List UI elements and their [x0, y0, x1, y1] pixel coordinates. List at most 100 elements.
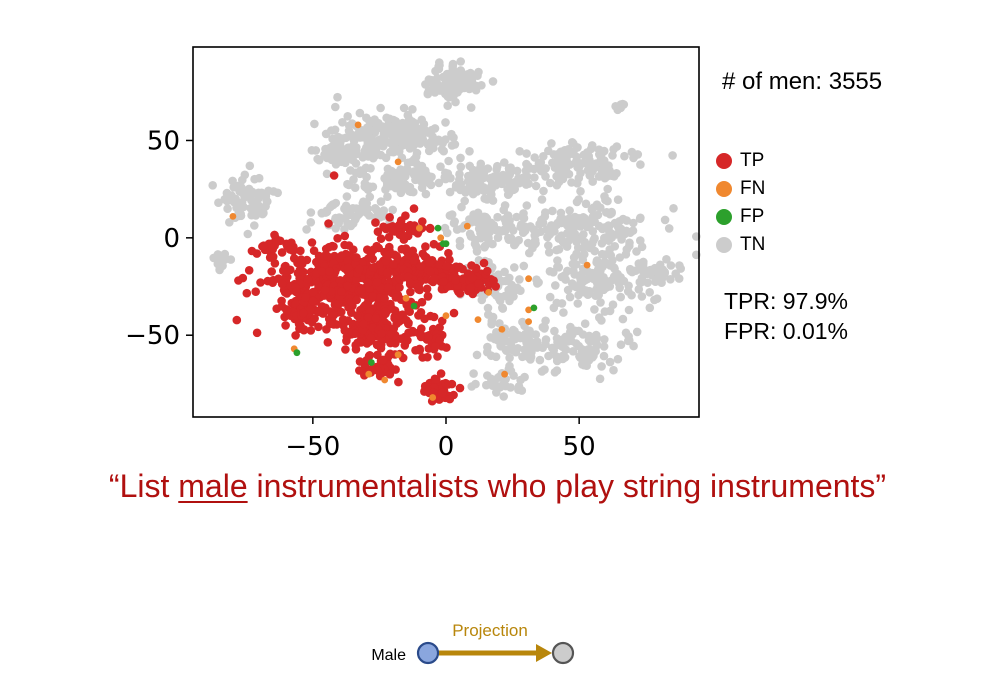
point-tn [511, 177, 520, 187]
point-tn [486, 374, 496, 384]
point-tp [351, 345, 361, 354]
ticks-layer: −50 0 50 50 0 −50 [125, 126, 596, 462]
point-tn [548, 206, 557, 216]
point-tn [616, 292, 625, 302]
point-tn [505, 296, 514, 306]
point-tn [391, 117, 401, 126]
point-tp [342, 336, 351, 346]
point-tn [337, 145, 346, 154]
point-tn [639, 257, 648, 267]
point-tp [491, 282, 501, 291]
point-tp [371, 218, 380, 227]
point-tn [601, 195, 610, 205]
point-tn [208, 181, 217, 190]
point-tn [636, 213, 645, 223]
point-tp [436, 369, 446, 378]
y-tick-label: −50 [125, 321, 180, 351]
point-tn [456, 162, 466, 172]
point-tn [597, 316, 606, 325]
point-tp [268, 243, 277, 253]
point-tn [399, 103, 409, 113]
point-tn [509, 185, 518, 195]
point-tp [323, 252, 332, 261]
y-tick-label: 50 [147, 126, 180, 156]
point-tn [519, 261, 529, 271]
point-tp [268, 278, 278, 288]
point-tn [668, 151, 677, 160]
point-tn [539, 152, 548, 161]
point-tn [503, 173, 512, 182]
point-tn [586, 348, 596, 358]
point-tn [588, 227, 598, 236]
point-tp [406, 287, 415, 297]
point-tn [487, 316, 497, 326]
point-tn [551, 281, 560, 290]
point-tn [343, 112, 353, 121]
point-tn [605, 357, 615, 367]
x-tick-label: 50 [563, 432, 596, 462]
point-tn [440, 223, 450, 233]
legend-item-fn: FN [716, 175, 765, 203]
point-tn [347, 119, 357, 128]
point-tn [567, 149, 577, 158]
point-tn [607, 171, 616, 180]
point-tn [355, 209, 364, 218]
point-fn [498, 326, 506, 333]
series-fp [293, 224, 538, 366]
point-tn [465, 215, 474, 224]
point-tn [537, 195, 547, 204]
point-tn [469, 369, 478, 378]
point-tn [519, 213, 529, 223]
point-tn [545, 178, 555, 188]
query-close-quote: ” [875, 468, 887, 504]
point-tn [655, 260, 665, 270]
point-tn [421, 189, 431, 199]
point-tp [338, 315, 348, 324]
point-tn [611, 219, 621, 229]
point-tp [323, 338, 333, 347]
point-tn [501, 345, 511, 354]
point-tn [599, 342, 609, 351]
point-tp [383, 283, 393, 292]
male-node [416, 641, 440, 665]
male-node-label: Male [371, 647, 406, 664]
point-tp [308, 296, 318, 306]
point-tp [438, 388, 447, 398]
point-tp [353, 311, 362, 320]
point-tn [599, 351, 609, 361]
point-tp [445, 394, 455, 404]
point-tn [302, 225, 311, 234]
point-tn [474, 67, 483, 77]
point-tn [563, 228, 572, 238]
point-tn [317, 209, 327, 218]
point-fn [402, 294, 410, 302]
point-tn [597, 169, 607, 179]
point-tp [341, 345, 350, 354]
point-tn [236, 209, 245, 219]
legend-item-fp: FP [716, 203, 765, 231]
point-tp [423, 352, 432, 362]
point-tn [635, 277, 645, 287]
point-tn [622, 216, 631, 225]
point-tn [495, 319, 504, 328]
point-tn [465, 161, 475, 171]
point-tn [581, 199, 591, 209]
point-tn [620, 151, 629, 161]
point-tn [597, 362, 606, 371]
point-tp [455, 289, 465, 298]
point-tp [344, 241, 354, 250]
point-tp [356, 285, 366, 295]
point-tp [443, 380, 453, 389]
point-fn [501, 370, 508, 378]
point-tn [240, 170, 250, 180]
point-tn [334, 132, 343, 142]
point-tn [552, 366, 562, 375]
point-tp [256, 278, 265, 287]
point-tn [533, 279, 542, 288]
point-tn [636, 160, 645, 169]
point-tn [627, 290, 636, 300]
point-tn [225, 218, 234, 227]
point-tn [632, 327, 642, 337]
point-tn [669, 204, 678, 213]
legend-label: FP [740, 206, 765, 227]
